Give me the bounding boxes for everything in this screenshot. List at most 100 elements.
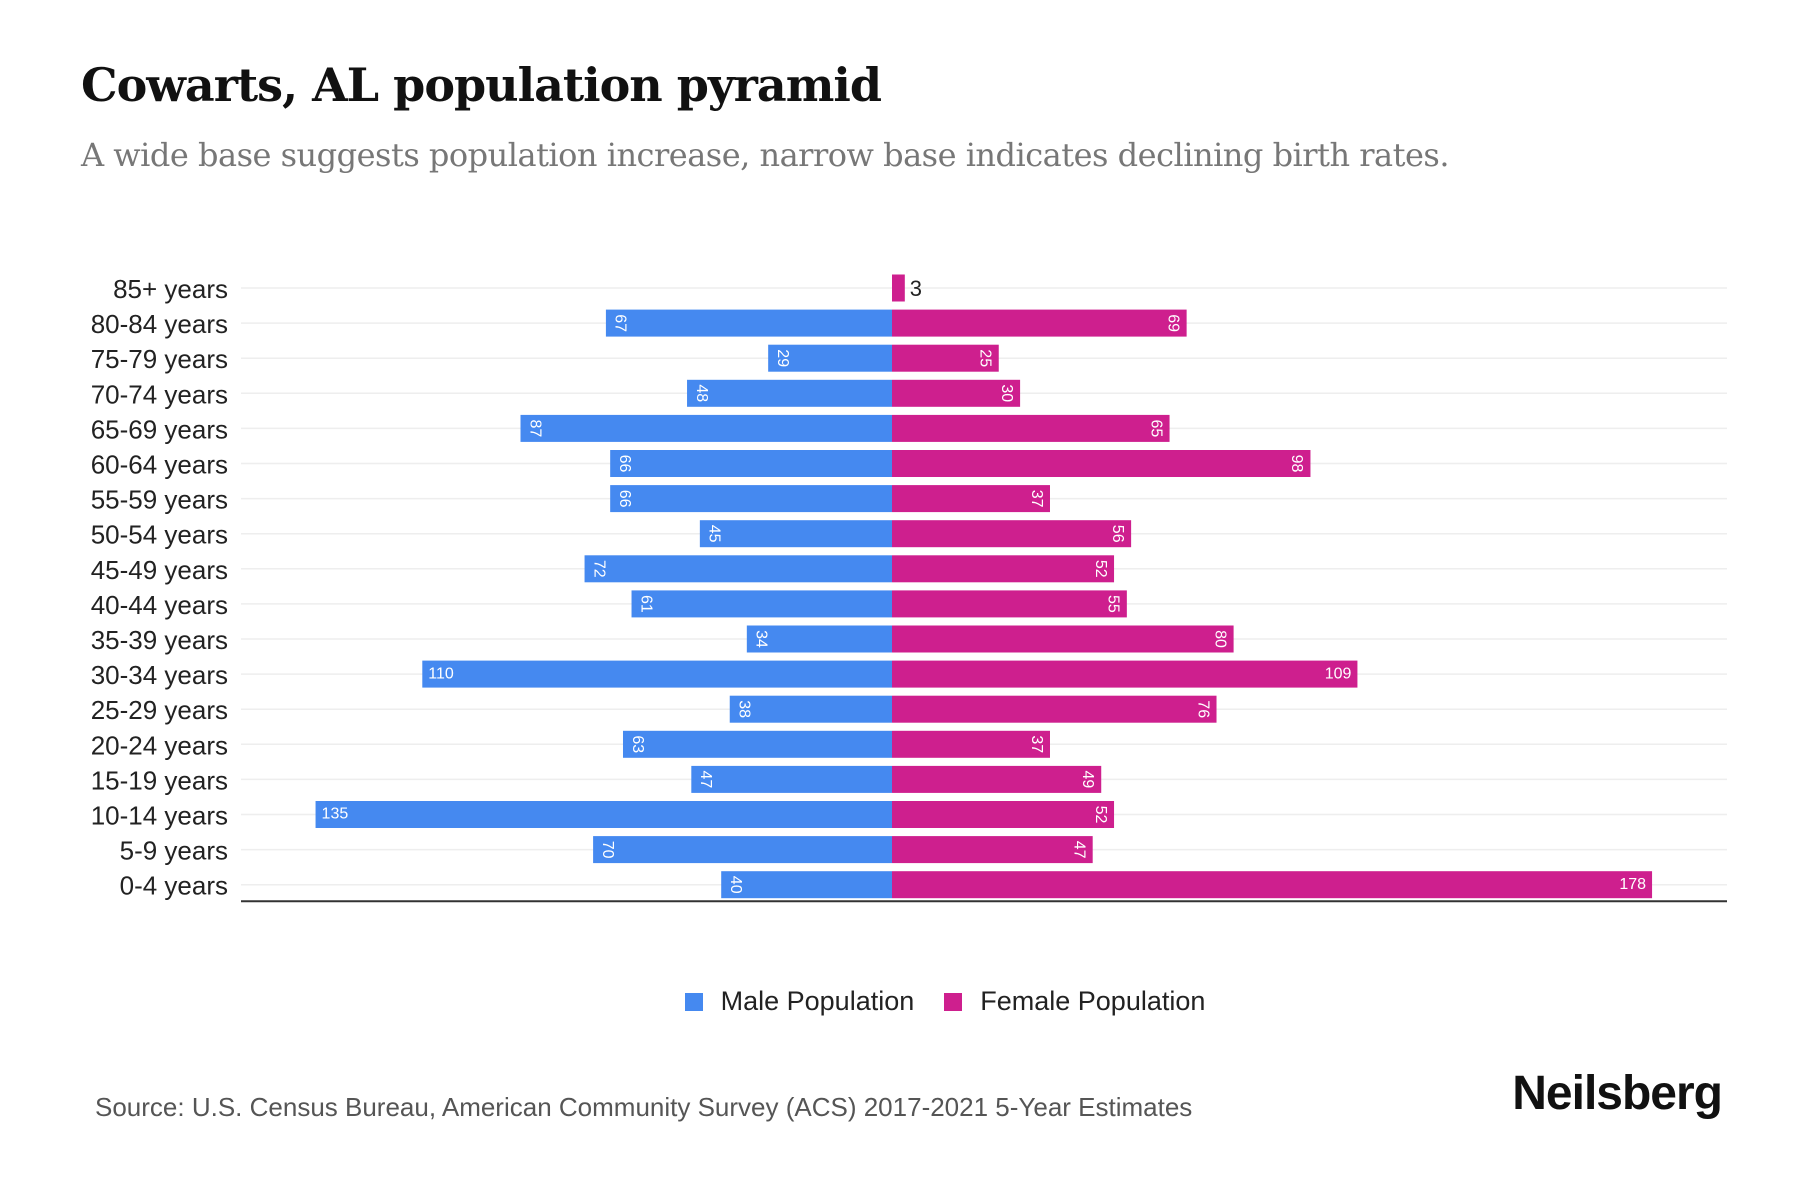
bar-male <box>691 765 892 793</box>
bar-male <box>729 695 892 723</box>
bar-male <box>631 590 892 618</box>
data-label-female: 25 <box>977 349 994 367</box>
bar-male <box>605 309 892 337</box>
bar-female <box>892 414 1170 442</box>
category-label: 65-69 years <box>91 414 228 444</box>
data-label-female: 30 <box>998 384 1015 402</box>
data-label-male: 48 <box>693 384 710 402</box>
bar-female <box>892 871 1653 899</box>
data-label-female: 3 <box>910 276 922 301</box>
bar-female <box>892 485 1050 513</box>
data-label-female: 52 <box>1092 806 1109 824</box>
data-label-female: 65 <box>1147 420 1164 438</box>
bar-female <box>892 309 1187 337</box>
data-label-male: 63 <box>629 735 646 753</box>
source-note: Source: U.S. Census Bureau, American Com… <box>95 1092 1193 1122</box>
bar-female <box>892 555 1115 583</box>
chart-title: Cowarts, AL population pyramid <box>81 58 882 112</box>
legend-label-male: Male Population <box>720 986 915 1016</box>
category-label: 5-9 years <box>120 836 228 866</box>
data-label-male: 47 <box>697 771 714 789</box>
data-label-female: 76 <box>1194 700 1211 718</box>
category-label: 45-49 years <box>91 555 228 585</box>
bar-male <box>721 871 892 899</box>
category-label: 25-29 years <box>91 695 228 725</box>
data-label-male: 45 <box>706 525 723 543</box>
brand-logo: Neilsberg <box>1512 1067 1723 1120</box>
data-label-female: 80 <box>1211 630 1228 648</box>
category-label: 50-54 years <box>91 520 228 550</box>
bar-female <box>892 801 1115 828</box>
bar-male <box>520 414 892 442</box>
bar-female <box>892 765 1102 793</box>
category-label: 30-34 years <box>91 660 228 690</box>
bar-female <box>892 836 1093 864</box>
data-label-female: 98 <box>1288 455 1305 473</box>
bar-male <box>622 730 892 758</box>
data-label-female: 49 <box>1079 771 1096 789</box>
bar-female <box>892 379 1021 407</box>
data-label-female: 178 <box>1619 876 1646 893</box>
bar-male <box>699 520 892 548</box>
category-label: 70-74 years <box>91 379 228 409</box>
bar-female <box>892 660 1358 688</box>
category-label: 10-14 years <box>91 801 228 831</box>
bar-male <box>584 555 892 583</box>
category-label: 40-44 years <box>91 590 228 620</box>
category-label: 75-79 years <box>91 344 228 374</box>
data-label-male: 66 <box>616 490 633 508</box>
data-label-male: 29 <box>774 349 791 367</box>
bar-male <box>687 379 892 407</box>
category-label: 0-4 years <box>120 871 228 901</box>
bar-female <box>892 695 1217 723</box>
data-label-male: 40 <box>727 876 744 894</box>
bar-female <box>892 520 1132 548</box>
bar-male <box>593 836 892 864</box>
chart-subtitle: A wide base suggests population increase… <box>81 136 1449 174</box>
data-label-male: 67 <box>612 314 629 332</box>
bar-female <box>892 274 905 302</box>
data-label-male: 66 <box>616 455 633 473</box>
category-label: 60-64 years <box>91 450 228 480</box>
data-label-male: 135 <box>322 806 349 823</box>
category-label: 35-39 years <box>91 625 228 655</box>
category-label: 80-84 years <box>91 309 228 339</box>
bar-female <box>892 450 1311 477</box>
data-label-male: 61 <box>637 595 654 613</box>
data-label-female: 109 <box>1325 665 1352 682</box>
data-label-male: 70 <box>599 841 616 859</box>
data-label-male: 38 <box>736 700 753 718</box>
data-label-male: 110 <box>428 665 454 682</box>
bar-male <box>610 485 892 513</box>
bar-male <box>610 450 892 477</box>
bar-female <box>892 625 1234 653</box>
data-label-female: 37 <box>1028 735 1045 753</box>
legend-item-female: Female Population <box>944 986 1205 1017</box>
legend-swatch-male <box>684 992 703 1011</box>
data-label-male: 72 <box>590 560 607 578</box>
data-label-female: 37 <box>1028 490 1045 508</box>
bar-male <box>422 660 892 688</box>
legend-swatch-female <box>944 992 963 1011</box>
legend-item-male: Male Population <box>684 986 915 1017</box>
category-label: 55-59 years <box>91 485 228 515</box>
data-label-female: 47 <box>1070 841 1087 859</box>
category-label: 20-24 years <box>91 730 228 760</box>
bar-female <box>892 344 999 372</box>
legend-label-female: Female Population <box>980 986 1206 1016</box>
data-label-female: 52 <box>1092 560 1109 578</box>
data-label-female: 56 <box>1109 525 1126 543</box>
bar-male <box>768 344 892 372</box>
bar-female <box>892 590 1127 618</box>
bar-male <box>746 625 892 653</box>
category-label: 85+ years <box>113 274 228 304</box>
bar-female <box>892 730 1050 758</box>
data-label-male: 87 <box>526 420 543 438</box>
data-label-female: 69 <box>1164 314 1181 332</box>
bar-male <box>315 801 892 828</box>
data-label-male: 34 <box>753 630 770 648</box>
legend: Male Population Female Population <box>0 986 1800 1017</box>
category-label: 15-19 years <box>91 765 228 795</box>
data-label-female: 55 <box>1105 595 1122 613</box>
